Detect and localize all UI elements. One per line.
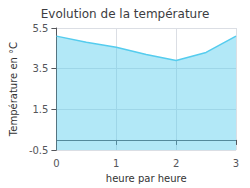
svg-text:3: 3 [233, 158, 239, 169]
svg-text:0: 0 [53, 158, 59, 169]
svg-text:heure par heure: heure par heure [106, 173, 187, 184]
svg-text:Température en °C: Température en °C [8, 42, 19, 137]
svg-text:3.5: 3.5 [33, 63, 49, 74]
svg-text:2: 2 [173, 158, 179, 169]
svg-text:5.5: 5.5 [33, 23, 49, 34]
svg-text:Evolution de la température: Evolution de la température [41, 7, 210, 21]
svg-text:-0.5: -0.5 [29, 145, 49, 156]
svg-text:1: 1 [113, 158, 119, 169]
svg-text:1.5: 1.5 [33, 104, 49, 115]
